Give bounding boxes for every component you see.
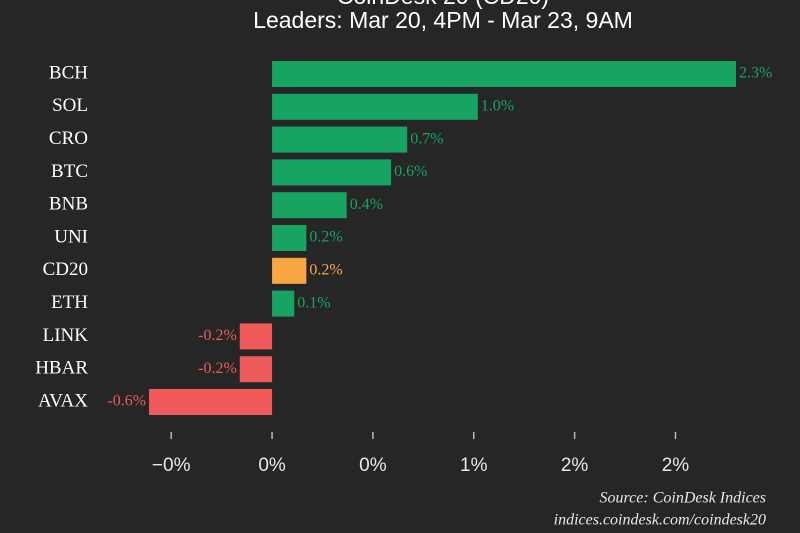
bar bbox=[239, 323, 273, 350]
bar bbox=[272, 126, 408, 153]
x-tick-label: 0% bbox=[359, 455, 387, 476]
y-tick-label: UNI bbox=[54, 226, 88, 247]
value-label: 2.3% bbox=[739, 65, 772, 82]
y-tick-label: LINK bbox=[43, 325, 89, 346]
value-label: 0.2% bbox=[309, 261, 342, 278]
source: Source: CoinDesk Indices bbox=[600, 490, 766, 507]
source-url: indices.coindesk.com/coindesk20 bbox=[554, 512, 766, 529]
value-label: 0.7% bbox=[410, 130, 443, 147]
x-tick-label: −0% bbox=[152, 455, 191, 476]
y-tick-label: BCH bbox=[49, 62, 88, 83]
y-tick-label: SOL bbox=[52, 95, 88, 116]
y-tick-label: AVAX bbox=[38, 390, 88, 411]
bar bbox=[272, 93, 478, 120]
y-tick-label: HBAR bbox=[35, 358, 88, 379]
chart-subtitle: Leaders: Mar 20, 4PM - Mar 23, 9AM bbox=[253, 7, 633, 33]
x-tick-label: 2% bbox=[662, 455, 690, 476]
value-label: 0.1% bbox=[297, 294, 330, 311]
value-label: -0.2% bbox=[198, 360, 237, 377]
bar bbox=[272, 290, 295, 317]
x-tick-label: 0% bbox=[258, 455, 286, 476]
value-label: -0.2% bbox=[198, 327, 237, 344]
x-tick-label: 2% bbox=[561, 455, 589, 476]
value-label: 1.0% bbox=[481, 97, 514, 114]
y-tick-label: ETH bbox=[51, 292, 88, 313]
value-label: -0.6% bbox=[107, 393, 146, 410]
y-tick-label: BNB bbox=[49, 194, 88, 215]
bar bbox=[239, 356, 273, 383]
y-tick-label: CD20 bbox=[43, 259, 88, 280]
value-label: 0.4% bbox=[350, 196, 383, 213]
y-tick-label: BTC bbox=[51, 161, 88, 182]
value-label: 0.6% bbox=[394, 163, 427, 180]
x-tick-label: 1% bbox=[460, 455, 488, 476]
bar bbox=[272, 192, 347, 219]
bar bbox=[272, 257, 307, 284]
bar bbox=[272, 225, 307, 251]
bar bbox=[149, 389, 273, 415]
bar bbox=[272, 159, 392, 186]
bar bbox=[272, 61, 736, 87]
y-tick-label: CRO bbox=[49, 128, 88, 149]
value-label: 0.2% bbox=[309, 229, 342, 246]
chart-title: CoinDesk 20 (CD20) bbox=[337, 0, 549, 9]
